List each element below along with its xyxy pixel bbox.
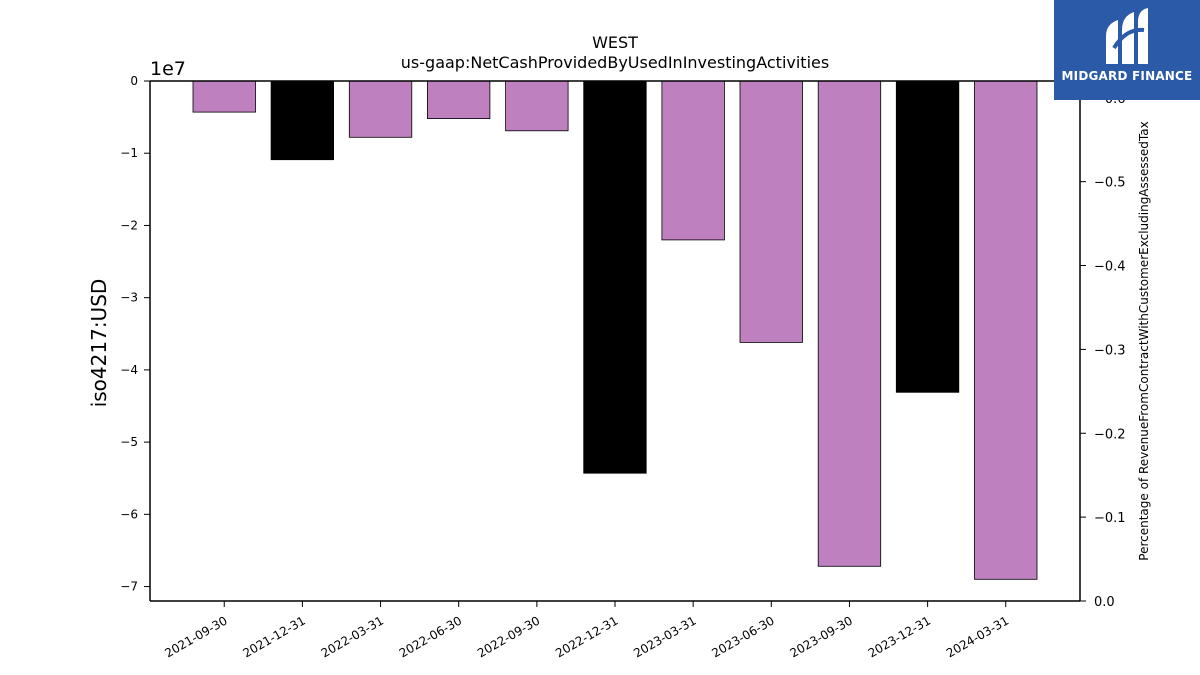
y2-tick-label: −0.4 — [1094, 260, 1126, 275]
logo: MIDGARD FINANCE — [1054, 0, 1200, 100]
x-tick-label: 2022-12-31 — [553, 613, 620, 660]
bar-2022-12-31 — [583, 80, 647, 474]
y2-axis-label: Percentage of RevenueFromContractWithCus… — [1137, 121, 1151, 560]
x-tick-label: 2021-09-30 — [162, 613, 229, 660]
y-tick-label: −2 — [120, 218, 138, 232]
y2-tick-label: 0.0 — [1094, 595, 1115, 610]
x-tick-label: 2023-12-31 — [866, 613, 933, 660]
x-tick-label: 2021-12-31 — [240, 613, 307, 660]
logo-text: MIDGARD FINANCE — [1061, 69, 1193, 83]
x-tick-label: 2023-09-30 — [788, 613, 855, 660]
y-tick-label: −7 — [120, 580, 138, 594]
y-tick-label: −6 — [120, 507, 138, 521]
x-tick-label: 2022-06-30 — [397, 613, 464, 660]
bar-2021-09-30 — [192, 80, 256, 113]
bar-2023-12-31 — [895, 80, 960, 393]
bar-2023-09-30 — [817, 80, 882, 567]
x-tick-label: 2022-09-30 — [475, 613, 542, 660]
y-tick-label: 0 — [130, 74, 138, 88]
x-tick-label: 2024-03-31 — [944, 613, 1011, 660]
x-tick-label: 2022-03-31 — [319, 613, 386, 660]
chart-title: WEST — [592, 33, 638, 52]
y-tick-label: −4 — [120, 363, 138, 377]
chart-subtitle: us-gaap:NetCashProvidedByUsedInInvesting… — [401, 53, 829, 72]
bar-2021-12-31 — [270, 80, 335, 161]
y-offset-label: 1e7 — [150, 58, 186, 80]
y2-tick-label: −0.5 — [1094, 176, 1126, 191]
y2-tick-label: −0.1 — [1094, 511, 1126, 526]
y-axis-label: iso4217:USD — [87, 279, 111, 408]
y-tick-label: −1 — [120, 146, 138, 160]
y-tick-label: −3 — [120, 291, 138, 305]
x-tick-label: 2023-06-30 — [709, 613, 776, 660]
y-tick-label: −5 — [120, 435, 138, 449]
midgard-logo-icon — [1106, 8, 1148, 64]
bar-2022-03-31 — [348, 80, 413, 138]
y2-tick-label: −0.2 — [1094, 427, 1126, 442]
x-tick-label: 2023-03-31 — [631, 613, 698, 660]
bar-2023-06-30 — [739, 80, 803, 343]
bar-2023-03-31 — [661, 80, 725, 241]
bar-2024-03-31 — [974, 80, 1038, 580]
bar-2022-06-30 — [426, 80, 491, 119]
y2-tick-label: −0.3 — [1094, 343, 1126, 358]
bar-2022-09-30 — [505, 80, 569, 132]
